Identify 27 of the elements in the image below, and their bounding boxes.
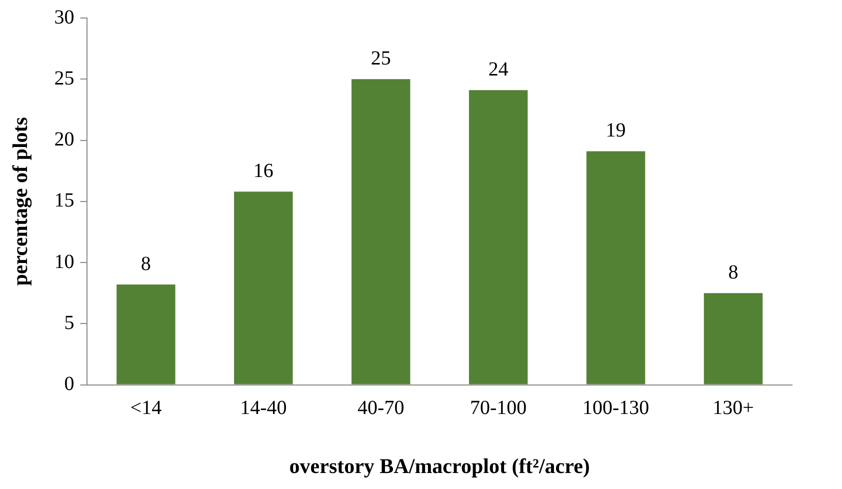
y-tick-label: 10 [54,250,74,273]
y-axis-title: percentage of plots [8,117,32,286]
data-label: 24 [488,58,508,80]
y-tick-label: 20 [54,128,74,151]
data-label: 19 [606,120,626,142]
x-tick-label: 100-130 [582,397,650,420]
data-label: 8 [728,261,738,284]
x-tick-label: 40-70 [358,397,404,420]
x-tick-label: <14 [130,397,162,420]
data-label: 25 [370,47,391,70]
bar [586,151,646,384]
bar [468,90,528,384]
y-tick-label: 30 [54,6,74,28]
y-tick-label: 15 [54,190,74,212]
y-tick-label: 25 [54,67,74,90]
bar [704,293,763,384]
data-label: 16 [253,160,274,182]
x-axis-title: overstory BA/macroplot (ft²/acre) [289,454,590,478]
data-label: 8 [140,252,151,275]
y-tick-label: 0 [64,373,74,396]
bar [234,192,293,384]
bar [116,284,176,384]
x-tick-label: 70-100 [470,397,527,420]
bar [352,79,410,384]
y-tick-label: 5 [64,312,74,334]
x-tick-label: 14-40 [240,397,287,420]
x-tick-label: 130+ [712,397,754,420]
